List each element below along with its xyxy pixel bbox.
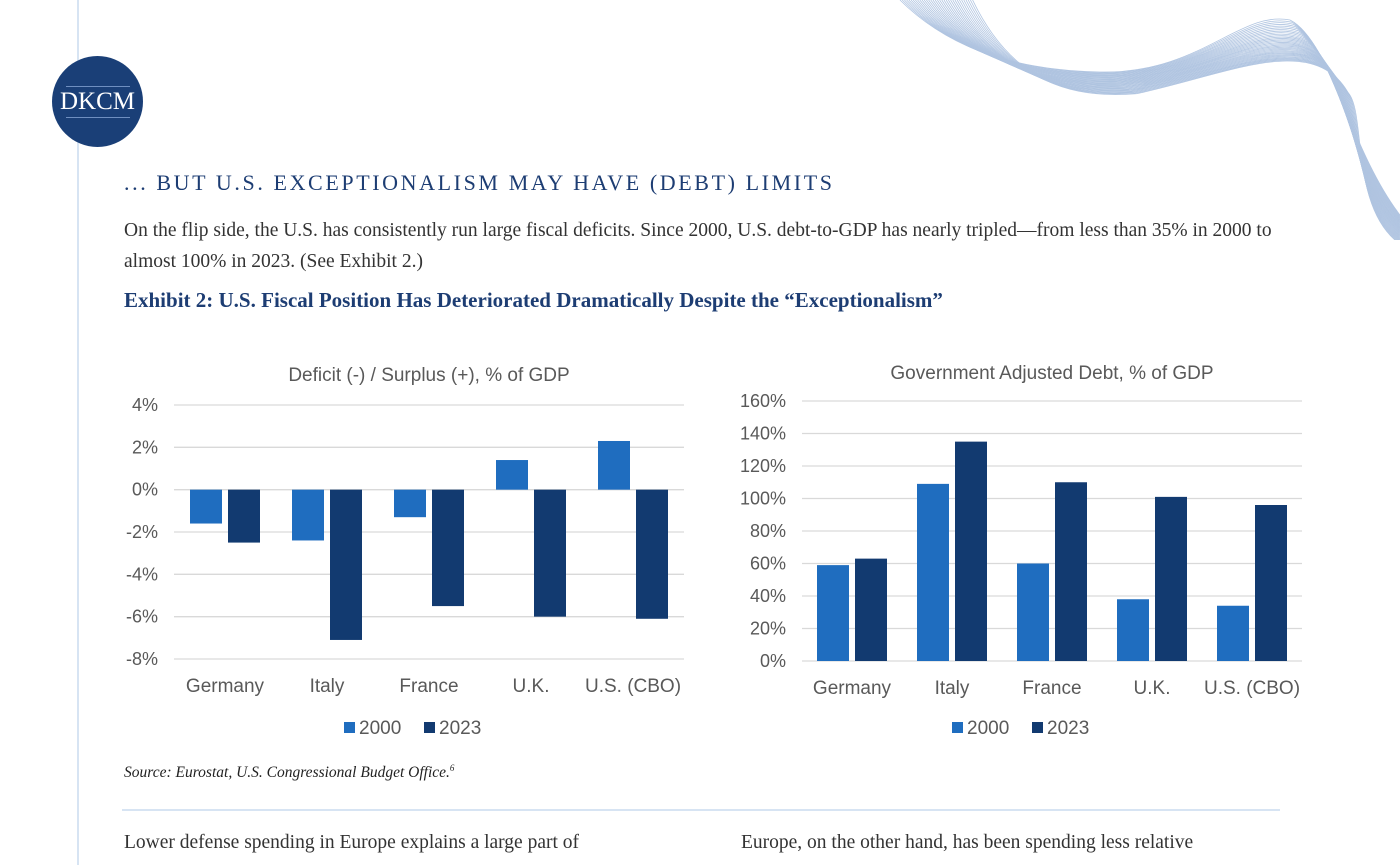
bar-2000-u-s-cbo- xyxy=(1217,605,1249,661)
bar-2000-u-s-cbo- xyxy=(598,440,630,490)
legend-label: 2000 xyxy=(359,718,401,739)
legend-swatch xyxy=(952,722,963,733)
bar-2000-germany xyxy=(817,565,849,661)
bar-2023-italy xyxy=(330,489,362,640)
y-tick-label: -8% xyxy=(126,649,158,669)
y-tick-label: -4% xyxy=(126,564,158,584)
y-tick-label: -2% xyxy=(126,522,158,542)
deficit-chart: Deficit (-) / Surplus (+), % of GDP 4% 2% 0… xyxy=(108,352,700,747)
bar-2023-u-s-cbo- xyxy=(1255,505,1287,661)
y-tick-label: 4% xyxy=(132,395,158,415)
section-title: ... BUT U.S. EXCEPTIONALISM MAY HAVE (DE… xyxy=(124,170,835,195)
bar-2023-italy xyxy=(955,441,987,661)
x-category-label: U.S. (CBO) xyxy=(585,676,681,697)
intro-paragraph: On the flip side, the U.S. has consisten… xyxy=(124,220,1272,272)
bar-2023-germany xyxy=(228,489,260,543)
right-column-text: Europe, on the other hand, has been spen… xyxy=(741,832,1194,853)
logo-text: DKCM xyxy=(59,87,135,115)
chart-title: Government Adjusted Debt, % of GDP xyxy=(890,363,1213,384)
bar-2000-france xyxy=(1017,563,1049,661)
x-category-label: Germany xyxy=(186,676,265,697)
bar-2023-u-s-cbo- xyxy=(636,489,668,619)
bar-2000-italy xyxy=(917,483,949,661)
legend-label: 2023 xyxy=(439,718,481,739)
exhibit-title: Exhibit 2: U.S. Fiscal Position Has Dete… xyxy=(124,288,943,312)
y-tick-label: 20% xyxy=(750,619,786,639)
dkcm-logo: DKCM xyxy=(52,56,143,147)
x-category-label: Germany xyxy=(813,678,892,699)
legend-label: 2023 xyxy=(1047,718,1089,739)
x-category-label: U.K. xyxy=(1134,678,1171,699)
source-note: Source: Eurostat, U.S. Congressional Bud… xyxy=(124,763,454,782)
legend-label: 2000 xyxy=(967,718,1009,739)
chart-title: Deficit (-) / Surplus (+), % of GDP xyxy=(288,365,569,386)
legend-swatch xyxy=(424,722,435,733)
bar-2000-u-k- xyxy=(496,460,528,490)
y-tick-label: -6% xyxy=(126,607,158,627)
y-tick-label: 2% xyxy=(132,437,158,457)
x-category-label: France xyxy=(399,676,458,697)
bar-2000-u-k- xyxy=(1117,599,1149,661)
legend-swatch xyxy=(344,722,355,733)
y-tick-label: 60% xyxy=(750,554,786,574)
y-tick-label: 160% xyxy=(740,391,786,411)
bar-2023-france xyxy=(432,489,464,607)
divider xyxy=(122,809,1280,811)
left-margin-rule xyxy=(77,0,79,865)
bar-2023-germany xyxy=(855,558,887,661)
y-tick-label: 100% xyxy=(740,489,786,509)
x-category-label: U.S. (CBO) xyxy=(1204,678,1300,699)
bar-2000-germany xyxy=(190,489,222,524)
y-tick-label: 0% xyxy=(760,651,786,671)
footnote-marker: 6 xyxy=(449,763,455,773)
left-column-text: Lower defense spending in Europe explain… xyxy=(124,832,580,853)
bar-2023-france xyxy=(1055,482,1087,661)
legend-swatch xyxy=(1032,722,1043,733)
y-tick-label: 120% xyxy=(740,456,786,476)
y-tick-label: 40% xyxy=(750,586,786,606)
source-text: Source: Eurostat, U.S. Congressional Bud… xyxy=(124,764,450,782)
bar-2000-italy xyxy=(292,489,324,541)
bar-2023-u-k- xyxy=(1155,496,1187,661)
x-category-label: U.K. xyxy=(513,676,550,697)
x-category-label: Italy xyxy=(310,676,345,697)
bar-2023-u-k- xyxy=(534,489,566,617)
y-tick-label: 80% xyxy=(750,521,786,541)
x-category-label: France xyxy=(1022,678,1081,699)
bar-2000-france xyxy=(394,489,426,518)
decorative-wave-graphic xyxy=(899,0,1400,240)
x-category-label: Italy xyxy=(935,678,970,699)
y-tick-label: 0% xyxy=(132,480,158,500)
y-tick-label: 140% xyxy=(740,424,786,444)
debt-chart: Government Adjusted Debt, % of GDP 160% 14… xyxy=(718,352,1318,747)
